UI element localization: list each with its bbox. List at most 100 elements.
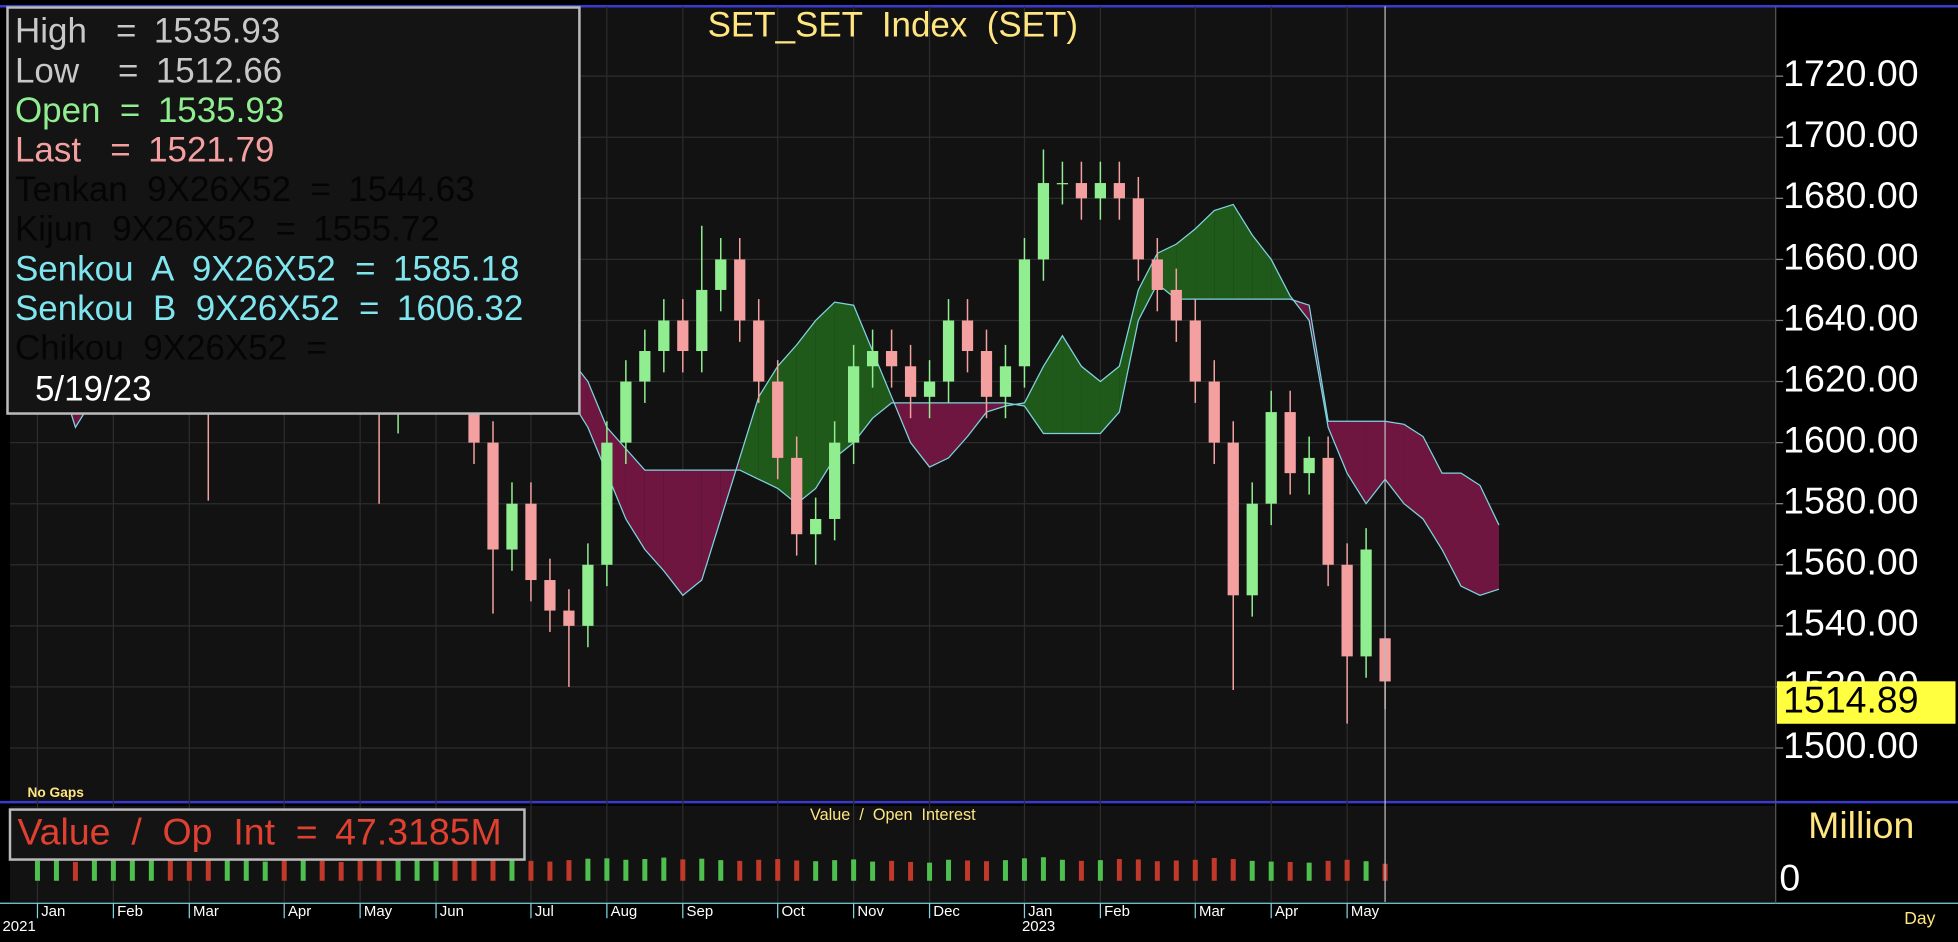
x-tick-label: Mar [1199, 903, 1225, 920]
candle-body [1208, 381, 1220, 443]
candle-body [904, 366, 917, 397]
volume-bar [1154, 861, 1160, 881]
cloud-segment [663, 470, 683, 596]
candle-body [999, 366, 1012, 397]
volume-bar [680, 859, 686, 881]
volume-bar [414, 860, 420, 881]
volume-bar [471, 859, 477, 881]
readout-value: 1521.79 [148, 131, 274, 170]
candle-body [980, 351, 993, 397]
volume-bar [148, 857, 154, 881]
volume-readout-name: Value / Op Int = [17, 810, 317, 852]
cloud-segment [1347, 421, 1367, 504]
cloud-segment [1081, 366, 1101, 434]
candle-body [677, 320, 689, 352]
cloud-segment [1461, 473, 1480, 596]
volume-bar [889, 860, 895, 881]
volume-bar [1040, 857, 1046, 881]
volume-bar [775, 859, 781, 881]
overlay: SET_SET Index (SET) No Gaps Day Value / … [2, 6, 1956, 935]
readout-name: Open = [15, 91, 140, 130]
volume-bar [1249, 860, 1255, 881]
readout-value: 1606.32 [397, 289, 523, 328]
x-tick-label: Sep [687, 903, 714, 920]
volume-bar [547, 861, 553, 881]
y-tick-label: 1560.00 [1783, 541, 1918, 583]
cloud-segment [1385, 421, 1405, 504]
volume-bar [1135, 859, 1141, 881]
readout-name: High = [15, 12, 136, 51]
volume-readout: Value / Op Int = 47.3185M [17, 810, 501, 852]
cloud-segment [872, 351, 892, 419]
volume-bar [642, 859, 648, 881]
y-tick-label: 1680.00 [1783, 174, 1918, 216]
x-tick-label: Feb [1104, 903, 1130, 920]
y-tick-label: 1640.00 [1783, 296, 1918, 338]
y-tick-label: 1720.00 [1783, 52, 1918, 94]
volume-bar [946, 859, 952, 881]
cloud-segment [1214, 204, 1234, 300]
volume-readout-value: 47.3185M [335, 810, 502, 852]
readout-value: 1585.18 [393, 250, 519, 289]
volume-bar [870, 861, 876, 881]
cloud-segment [1043, 335, 1063, 434]
volume-bar [1344, 859, 1350, 881]
readout-box [6, 6, 581, 415]
cloud-segment [1404, 424, 1424, 519]
volume-bar [983, 861, 989, 881]
candle-body [1018, 259, 1031, 367]
readout-value: 1535.93 [154, 12, 280, 51]
candle-body [620, 381, 632, 443]
cloud-segment [948, 402, 968, 458]
volume-bar [661, 857, 667, 881]
candle-body [544, 580, 556, 611]
candle-body [791, 457, 803, 535]
candle-body [601, 442, 613, 565]
readout-row: Open = 1535.93 [15, 91, 284, 130]
volume-bar [1268, 861, 1274, 881]
candle-body [923, 381, 936, 397]
volume-bar [338, 861, 344, 881]
y-tick-label: 1540.00 [1783, 602, 1918, 644]
volume-bar [1059, 859, 1065, 881]
cloud-segment [739, 396, 759, 480]
volume-bar [395, 859, 401, 881]
volume-bar [965, 860, 971, 881]
candle-body [506, 503, 518, 550]
volume-tick-label: 0 [1779, 857, 1800, 899]
volume-bar [566, 860, 572, 881]
volume-bar [699, 858, 705, 881]
cloud-segment [1024, 366, 1044, 434]
volume-bar [376, 857, 382, 881]
x-tick-label: Apr [288, 903, 311, 920]
chart-title: SET_SET Index (SET) [708, 6, 1078, 45]
volume-bar [72, 861, 78, 881]
y-tick-label: 1660.00 [1783, 235, 1918, 277]
x-tick-label: Jan [1028, 903, 1052, 920]
candle-body [885, 351, 898, 367]
volume-bar [357, 859, 363, 881]
candle-body [639, 351, 651, 382]
x-tick-label: Apr [1275, 903, 1298, 920]
cloud-segment [644, 470, 664, 571]
cloud-segment [1252, 234, 1272, 300]
candle-body [866, 351, 879, 367]
x-unit: Day [1904, 908, 1935, 928]
x-tick-label: Jan [41, 903, 65, 920]
price-tag [1776, 681, 1956, 724]
readout-value: 1512.66 [156, 52, 282, 91]
readout-row: Chikou 9X26X52 = [15, 329, 327, 368]
readout-name: Low = [15, 52, 138, 91]
volume-title: Value / Open Interest [810, 806, 976, 824]
year-label: 2023 [1022, 918, 1055, 935]
candle-body [753, 320, 765, 382]
cloud-segment [815, 302, 835, 489]
cloud-segment [910, 402, 930, 468]
candle-body [715, 259, 727, 290]
volume-bar [490, 856, 496, 881]
readout-row: Senkou B 9X26X52 = 1606.32 [15, 289, 523, 328]
cloud-segment [701, 470, 721, 581]
cloud-segment [1479, 485, 1499, 596]
volume-bar [832, 860, 838, 881]
